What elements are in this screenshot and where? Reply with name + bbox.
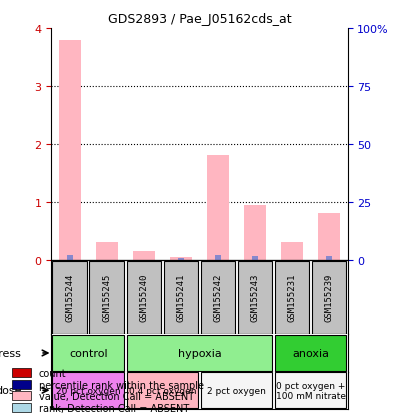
Bar	[12, 368, 31, 377]
Bar	[67, 256, 73, 260]
Text: dose: dose	[0, 385, 22, 395]
Text: 2 pct oxygen: 2 pct oxygen	[207, 386, 266, 395]
FancyBboxPatch shape	[53, 335, 124, 371]
Title: GDS2893 / Pae_J05162cds_at: GDS2893 / Pae_J05162cds_at	[108, 13, 291, 26]
Bar	[178, 258, 184, 260]
Text: GSM155241: GSM155241	[177, 273, 186, 321]
FancyBboxPatch shape	[90, 261, 124, 334]
Text: value, Detection Call = ABSENT: value, Detection Call = ABSENT	[39, 391, 194, 401]
FancyBboxPatch shape	[275, 373, 346, 408]
Bar	[12, 391, 31, 400]
Text: count: count	[39, 368, 66, 378]
Bar	[12, 380, 31, 389]
Bar	[170, 257, 192, 260]
FancyBboxPatch shape	[53, 261, 87, 334]
Bar	[96, 243, 118, 260]
FancyBboxPatch shape	[275, 335, 346, 371]
FancyBboxPatch shape	[126, 261, 161, 334]
Text: GSM155243: GSM155243	[250, 273, 260, 321]
FancyBboxPatch shape	[126, 373, 198, 408]
Text: percentile rank within the sample: percentile rank within the sample	[39, 380, 204, 390]
Bar	[215, 256, 221, 260]
Text: stress: stress	[0, 348, 22, 358]
Bar	[133, 252, 155, 260]
Bar	[12, 403, 31, 411]
Text: GSM155245: GSM155245	[102, 273, 111, 321]
FancyBboxPatch shape	[275, 261, 309, 334]
FancyBboxPatch shape	[201, 373, 273, 408]
Text: 0 pct oxygen +
100 mM nitrate: 0 pct oxygen + 100 mM nitrate	[276, 381, 346, 400]
Bar	[252, 256, 258, 260]
FancyBboxPatch shape	[312, 261, 346, 334]
Bar	[244, 205, 266, 260]
Text: 20 pct oxygen: 20 pct oxygen	[56, 386, 121, 395]
FancyBboxPatch shape	[126, 335, 273, 371]
FancyBboxPatch shape	[238, 261, 273, 334]
Text: GSM155244: GSM155244	[65, 273, 74, 321]
Bar	[326, 256, 332, 260]
FancyBboxPatch shape	[164, 261, 198, 334]
Bar	[59, 40, 81, 260]
FancyBboxPatch shape	[53, 373, 124, 408]
Text: GSM155239: GSM155239	[325, 273, 334, 321]
Text: GSM155231: GSM155231	[288, 273, 297, 321]
Text: control: control	[69, 348, 108, 358]
Bar	[318, 214, 340, 260]
Text: hypoxia: hypoxia	[178, 348, 221, 358]
FancyBboxPatch shape	[201, 261, 235, 334]
Text: rank, Detection Call = ABSENT: rank, Detection Call = ABSENT	[39, 403, 189, 413]
Text: 0.4 pct oxygen: 0.4 pct oxygen	[129, 386, 196, 395]
Bar	[207, 156, 229, 260]
Text: GSM155240: GSM155240	[139, 273, 149, 321]
Text: anoxia: anoxia	[292, 348, 329, 358]
Text: GSM155242: GSM155242	[213, 273, 222, 321]
Bar	[281, 243, 303, 260]
